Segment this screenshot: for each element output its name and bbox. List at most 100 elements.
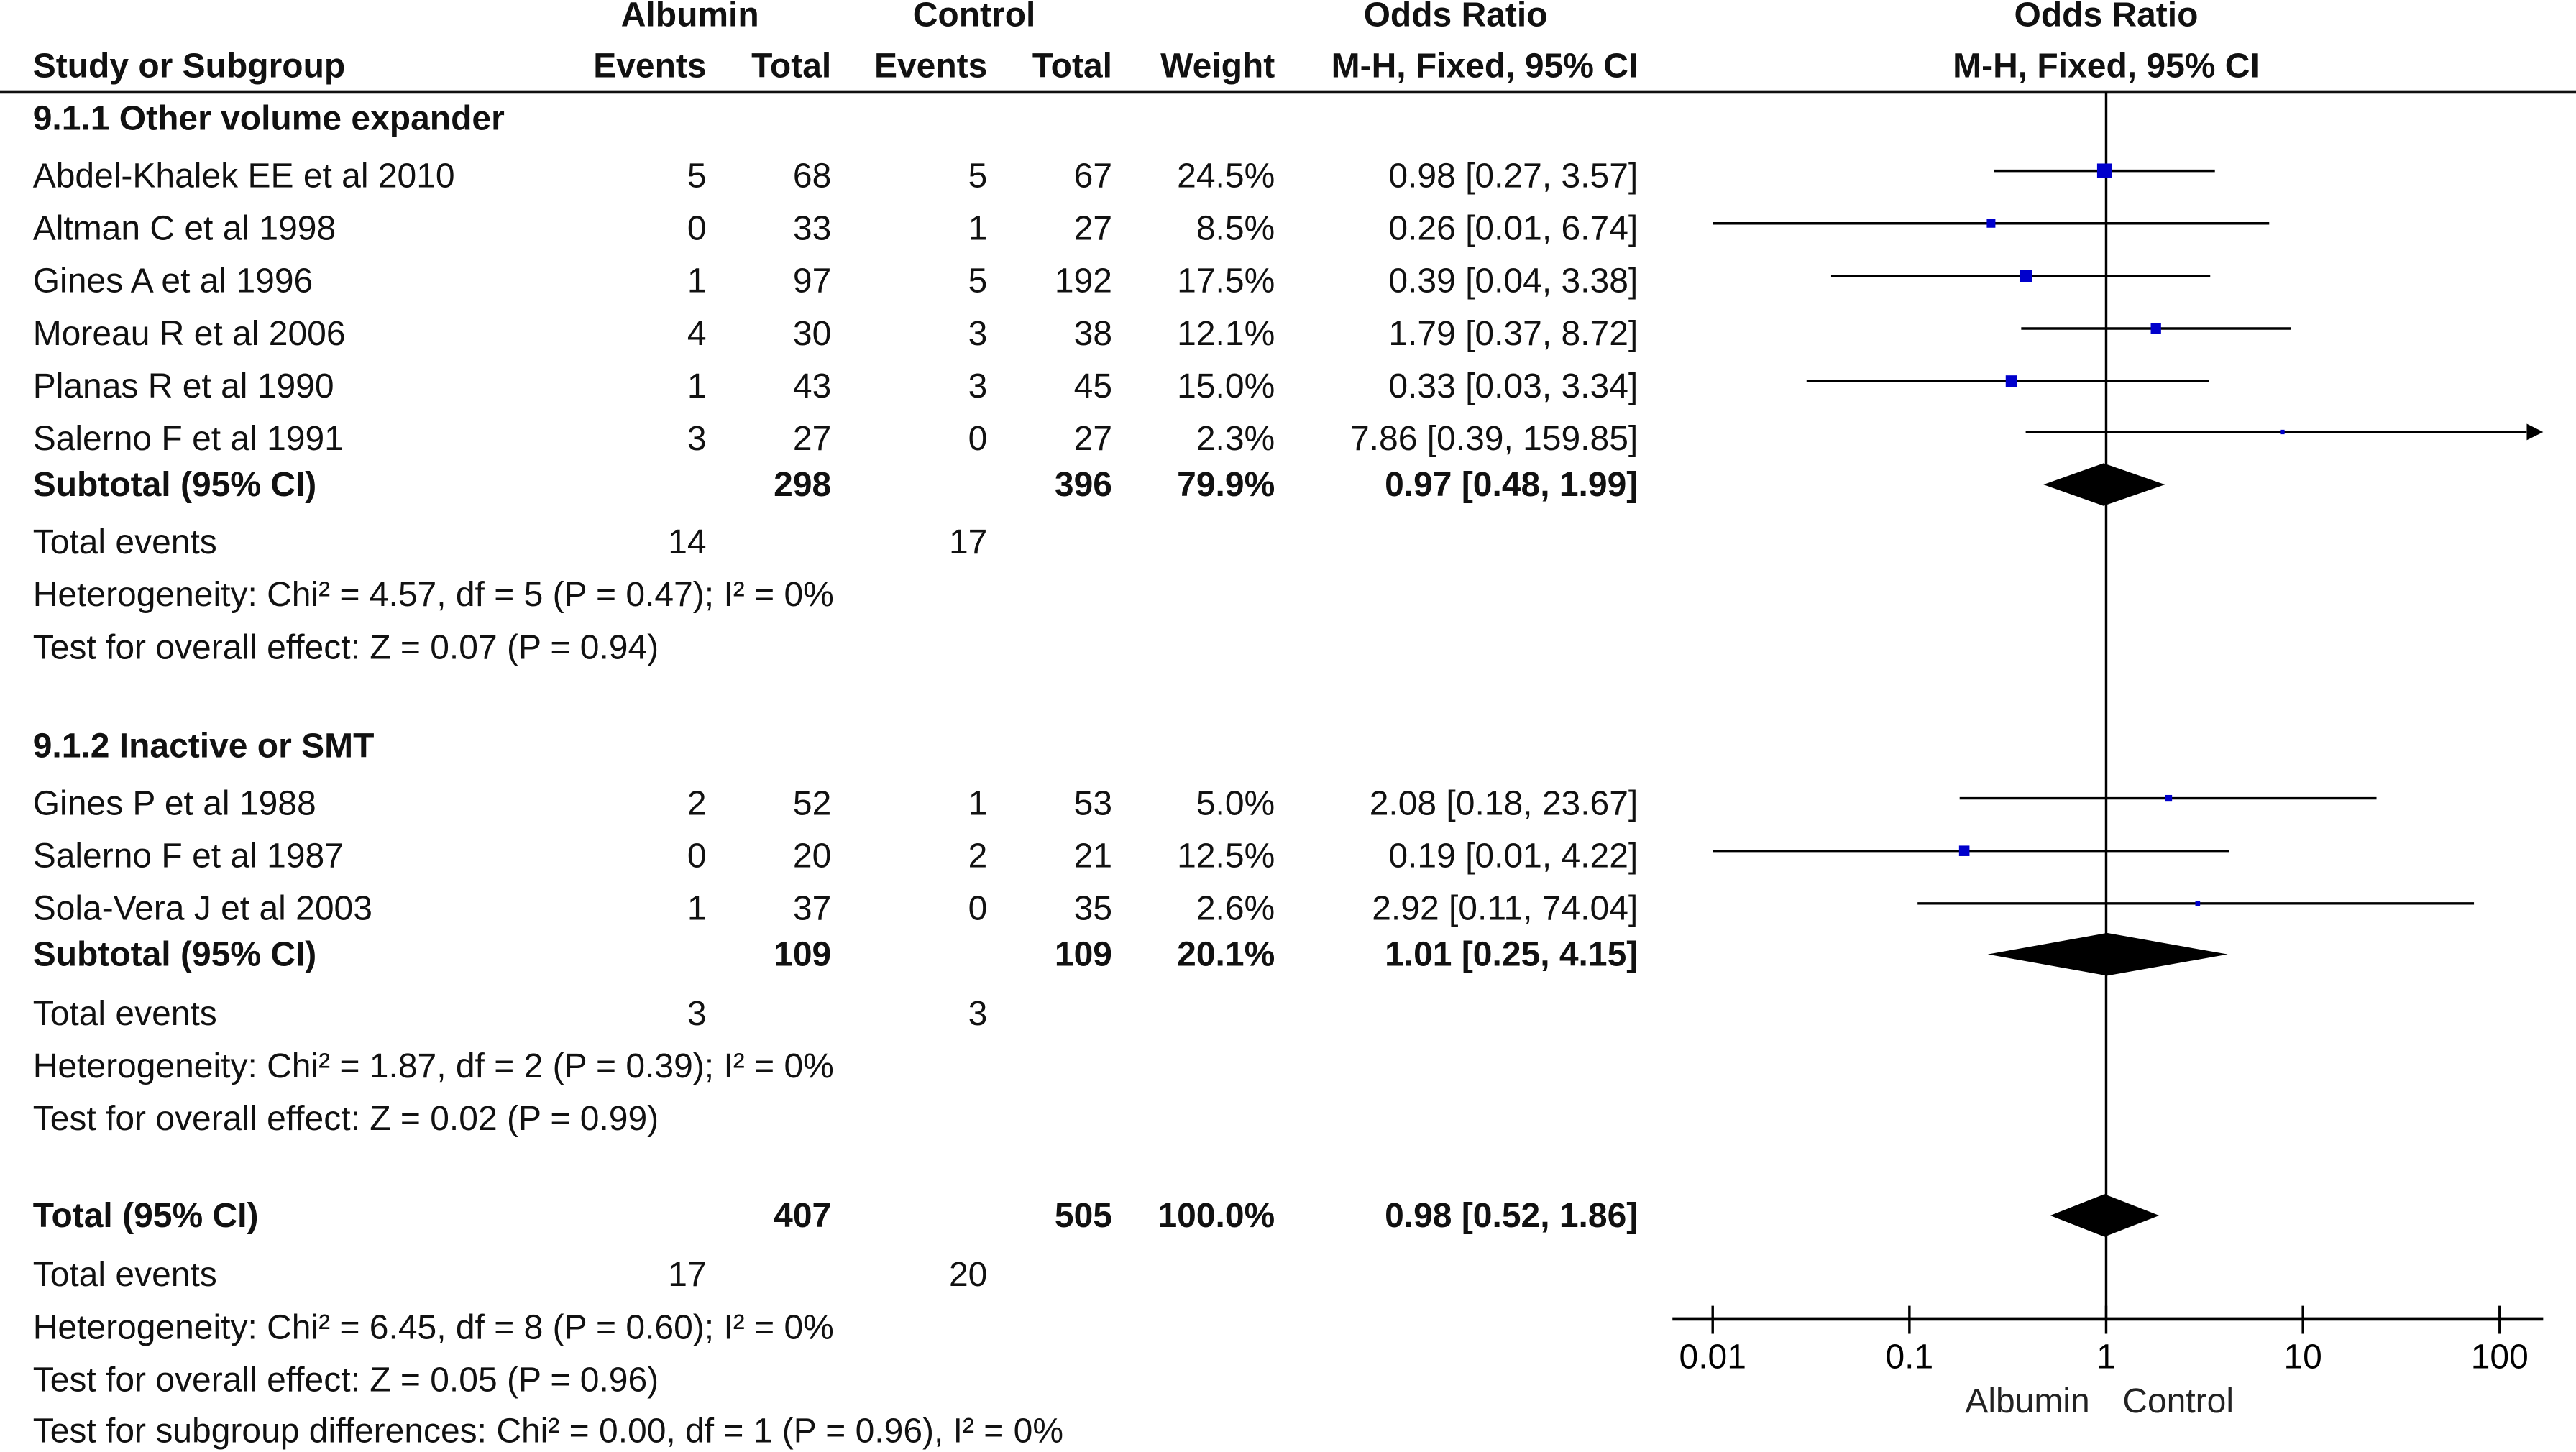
albumin-total: 52	[792, 785, 832, 823]
study-name: Altman C et al 1998	[32, 210, 336, 249]
odds-ratio-ci: 7.86 [0.39, 159.85]	[1349, 420, 1638, 459]
odds-ratio-ci: 0.33 [0.03, 3.34]	[1388, 367, 1638, 406]
control-events: 3	[968, 367, 988, 406]
subgroup-differences: Test for subgroup differences: Chi² = 0.…	[32, 1412, 1064, 1451]
total-events-albumin: 3	[687, 995, 707, 1034]
odds-ratio-ci: 2.92 [0.11, 74.04]	[1372, 890, 1638, 929]
total-events-control: 3	[968, 995, 988, 1034]
control-events: 1	[968, 785, 988, 823]
study-estimate-square	[1958, 845, 1970, 856]
odds-ratio-ci: 0.19 [0.01, 4.22]	[1388, 837, 1638, 876]
albumin-events: 0	[687, 837, 707, 876]
subgroup-title: 9.1.2 Inactive or SMT	[32, 727, 375, 766]
odds-ratio-ci: 0.39 [0.04, 3.38]	[1388, 262, 1638, 301]
control-total: 192	[1054, 262, 1113, 301]
subtotal-albumin-total: 109	[774, 936, 832, 975]
favours-control-label: Control	[2122, 1382, 2234, 1420]
total-events-label: Total events	[32, 1256, 217, 1295]
x-tick-label: 0.1	[1886, 1338, 1934, 1376]
study-name: Gines A et al 1996	[32, 262, 313, 301]
header-rule	[0, 90, 2576, 94]
subtotal-weight: 79.9%	[1177, 466, 1275, 505]
odds-ratio-ci: 1.79 [0.37, 8.72]	[1388, 315, 1638, 354]
header-study: Study or Subgroup	[32, 47, 346, 86]
total-heterogeneity: Heterogeneity: Chi² = 6.45, df = 8 (P = …	[32, 1309, 834, 1347]
heterogeneity: Heterogeneity: Chi² = 1.87, df = 2 (P = …	[32, 1047, 834, 1086]
albumin-total: 97	[792, 262, 832, 301]
study-name: Gines P et al 1988	[32, 785, 316, 823]
weight: 15.0%	[1177, 367, 1275, 406]
weight: 12.1%	[1177, 315, 1275, 354]
study-estimate-square	[2195, 901, 2201, 906]
favours-albumin-label: Albumin	[1965, 1382, 2089, 1420]
total-events-albumin: 17	[668, 1256, 707, 1295]
subtotal-control-total: 109	[1054, 936, 1113, 975]
odds-ratio-ci: 0.26 [0.01, 6.74]	[1388, 210, 1638, 249]
control-total: 45	[1073, 367, 1113, 406]
study-estimate-square	[2019, 270, 2032, 282]
control-total: 35	[1073, 890, 1113, 929]
control-events: 5	[968, 157, 988, 196]
albumin-total: 20	[792, 837, 832, 876]
albumin-total: 37	[792, 890, 832, 929]
control-total: 67	[1073, 157, 1113, 196]
overall-effect: Test for overall effect: Z = 0.07 (P = 0…	[32, 629, 659, 667]
study-name: Sola-Vera J et al 2003	[32, 890, 372, 929]
x-tick-label: 0.01	[1679, 1338, 1746, 1376]
study-estimate-square	[2005, 375, 2017, 387]
control-total: 53	[1073, 785, 1113, 823]
control-events: 0	[968, 890, 988, 929]
subtotal-diamond	[1987, 932, 2228, 976]
header-plot-odds-ratio: Odds Ratio	[2014, 0, 2199, 35]
total-control-total: 505	[1054, 1197, 1113, 1236]
header-or: M-H, Fixed, 95% CI	[1331, 47, 1638, 86]
total-weight: 100.0%	[1158, 1197, 1275, 1236]
subtotal-diamond	[2043, 463, 2165, 506]
odds-ratio-ci: 2.08 [0.18, 23.67]	[1369, 785, 1638, 823]
albumin-events: 0	[687, 210, 707, 249]
albumin-events: 2	[687, 785, 707, 823]
subtotal-control-total: 396	[1054, 466, 1113, 505]
overall-diamond	[2050, 1194, 2160, 1237]
header-control-events: Events	[874, 47, 988, 86]
x-tick-label: 1	[2096, 1338, 2116, 1376]
albumin-total: 68	[792, 157, 832, 196]
study-estimate-square	[2096, 163, 2112, 178]
header-albumin-events: Events	[593, 47, 707, 86]
total-events-label: Total events	[32, 523, 217, 562]
control-total: 38	[1073, 315, 1113, 354]
albumin-events: 1	[687, 262, 707, 301]
total-overall-effect: Test for overall effect: Z = 0.05 (P = 0…	[32, 1361, 659, 1400]
ci-arrow-right	[2526, 423, 2544, 441]
weight: 17.5%	[1177, 262, 1275, 301]
total-events-label: Total events	[32, 995, 217, 1034]
albumin-events: 5	[687, 157, 707, 196]
control-total: 27	[1073, 210, 1113, 249]
total-or-ci: 0.98 [0.52, 1.86]	[1385, 1197, 1638, 1236]
study-estimate-square	[2150, 323, 2161, 334]
subtotal-label: Subtotal (95% CI)	[32, 936, 317, 975]
study-estimate-square	[2280, 429, 2285, 435]
weight: 8.5%	[1196, 210, 1275, 249]
subtotal-or-ci: 1.01 [0.25, 4.15]	[1385, 936, 1638, 975]
x-tick-label: 10	[2283, 1338, 2321, 1376]
control-events: 1	[968, 210, 988, 249]
control-events: 3	[968, 315, 988, 354]
header-albumin-total: Total	[751, 47, 832, 86]
weight: 24.5%	[1177, 157, 1275, 196]
albumin-total: 33	[792, 210, 832, 249]
albumin-total: 27	[792, 420, 832, 459]
header-albumin: Albumin	[620, 0, 759, 35]
header-control-total: Total	[1032, 47, 1113, 86]
albumin-events: 4	[687, 315, 707, 354]
study-name: Planas R et al 1990	[32, 367, 334, 406]
study-estimate-square	[1986, 219, 1996, 228]
total-events-control: 17	[948, 523, 988, 562]
control-events: 0	[968, 420, 988, 459]
albumin-events: 3	[687, 420, 707, 459]
odds-ratio-ci: 0.98 [0.27, 3.57]	[1388, 157, 1638, 196]
albumin-events: 1	[687, 890, 707, 929]
study-name: Abdel-Khalek EE et al 2010	[32, 157, 455, 196]
